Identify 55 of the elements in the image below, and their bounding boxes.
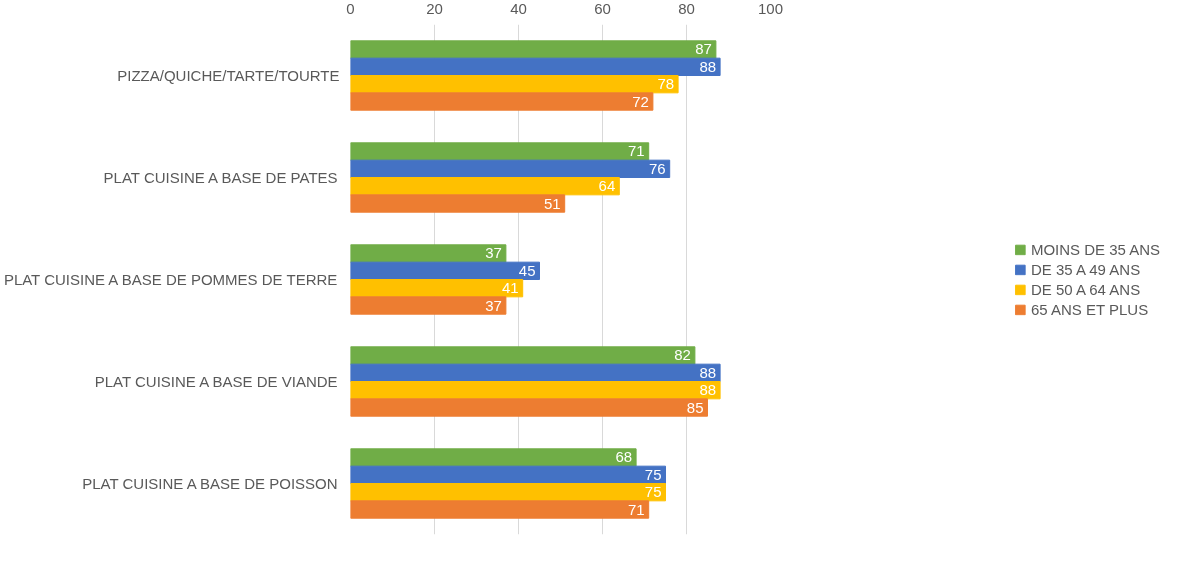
bar: [350, 448, 637, 467]
data-label: 37: [485, 244, 502, 262]
x-tick-label: 0: [346, 0, 355, 17]
data-label: 78: [657, 75, 675, 93]
bar: [350, 398, 708, 417]
bar: [350, 363, 721, 382]
x-tick-label: 80: [678, 0, 695, 17]
data-label: 41: [502, 279, 519, 297]
legend-label: MOINS DE 35 ANS: [1030, 240, 1161, 258]
bar: [350, 483, 666, 502]
data-label: 75: [644, 483, 662, 501]
data-label: 75: [644, 465, 662, 483]
bar: [350, 244, 507, 263]
y-tick-label: PIZZA/QUICHE/TARTE/TOURTE: [117, 67, 340, 84]
data-label: 87: [695, 40, 712, 58]
x-tick-label: 60: [594, 0, 611, 17]
data-label: 88: [699, 363, 717, 381]
data-label: 85: [686, 398, 704, 416]
bar: [350, 381, 721, 400]
legend-label: 65 ANS ET PLUS: [1030, 300, 1149, 318]
bar: [350, 92, 654, 111]
data-label: 45: [518, 261, 536, 279]
x-tick-label: 100: [757, 0, 784, 17]
y-tick-label: PLAT CUISINE A BASE DE VIANDE: [94, 373, 338, 390]
data-label: 72: [632, 92, 649, 110]
bar: [350, 142, 650, 161]
bar: [350, 40, 717, 59]
bar: [350, 159, 671, 178]
y-tick-label: PLAT CUISINE A BASE DE POMMES DE TERRE: [3, 271, 338, 288]
data-label: 88: [699, 381, 717, 399]
y-tick-label: PLAT CUISINE A BASE DE POISSON: [82, 475, 338, 492]
x-tick-label: 40: [510, 0, 527, 17]
bar: [350, 296, 507, 315]
bar: [350, 194, 566, 213]
bar: [350, 177, 620, 196]
data-label: 51: [544, 194, 561, 212]
data-label: 88: [699, 57, 717, 75]
bar: [350, 75, 679, 94]
data-label: 64: [598, 177, 616, 195]
data-label: 71: [628, 142, 645, 160]
x-tick-label: 20: [426, 0, 443, 17]
bar: [350, 279, 524, 298]
data-label: 37: [485, 296, 502, 314]
data-label: 68: [615, 448, 633, 466]
bar: [350, 57, 721, 76]
data-label: 71: [628, 500, 645, 518]
y-tick-label: PLAT CUISINE A BASE DE PATES: [103, 169, 338, 186]
legend-label: DE 35 A 49 ANS: [1030, 260, 1141, 278]
bar: [350, 261, 540, 280]
bar: [350, 500, 650, 519]
bar: [350, 465, 666, 484]
legend-label: DE 50 A 64 ANS: [1030, 280, 1141, 298]
data-label: 76: [649, 159, 666, 177]
bar: [350, 346, 696, 365]
data-label: 82: [674, 346, 691, 364]
